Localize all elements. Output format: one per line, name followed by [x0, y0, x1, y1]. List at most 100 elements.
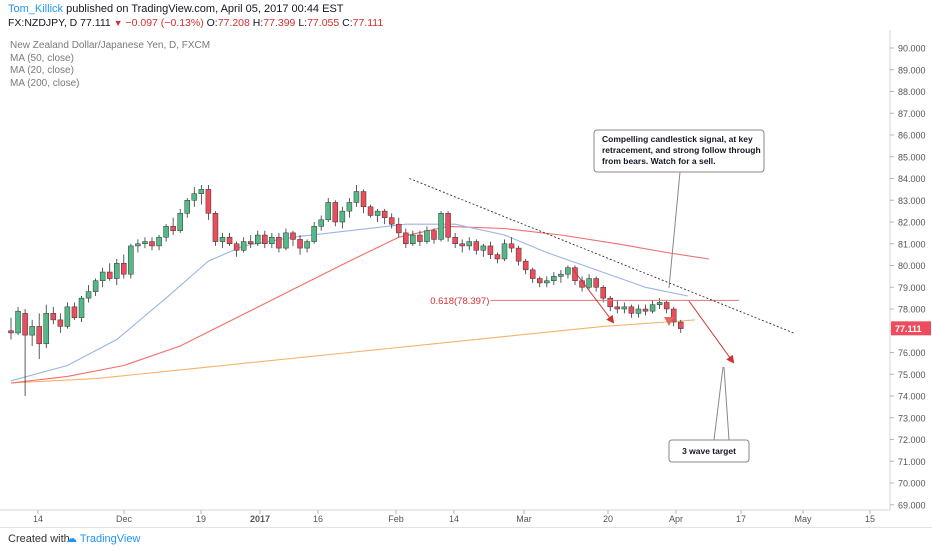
- wave-arrow[interactable]: [571, 267, 615, 324]
- candle-body: [353, 191, 360, 203]
- candle-body: [43, 313, 49, 345]
- candle-body: [106, 271, 113, 279]
- low-value: 77.055: [307, 17, 340, 29]
- candle-body: [276, 236, 282, 249]
- target-box[interactable]: [668, 439, 750, 463]
- candle-body: [593, 278, 599, 288]
- candle: [396, 217, 402, 238]
- ohlc-line: FX:NZDJPY, D 77.111 ▼ −0.097 (−0.13%) O:…: [8, 16, 383, 30]
- ma50-line: [10, 225, 709, 384]
- tradingview-logo[interactable]: ☁ TradingView: [66, 532, 140, 545]
- author-link[interactable]: Tom_Killick: [8, 3, 64, 15]
- candle-body: [255, 234, 261, 245]
- candle-body: [114, 263, 120, 279]
- candle-body: [57, 319, 64, 327]
- candle-body: [297, 239, 303, 249]
- x-tick-label: 17: [736, 514, 746, 524]
- candle-body: [311, 226, 317, 242]
- candle: [346, 198, 353, 218]
- candle-body: [600, 287, 606, 299]
- candle-body: [424, 230, 430, 242]
- candle: [670, 306, 677, 327]
- candle-body: [121, 263, 127, 275]
- fib-label: 0.618(78.397): [430, 296, 489, 307]
- x-tick-label: 16: [313, 514, 323, 524]
- candle-body: [635, 308, 642, 314]
- candle-body: [663, 302, 670, 310]
- candle-body: [290, 232, 296, 240]
- candle: [438, 211, 444, 242]
- candle-body: [551, 276, 557, 281]
- candle: [678, 319, 684, 333]
- candle-body: [198, 189, 205, 194]
- candle: [15, 306, 21, 336]
- legend-ma50[interactable]: MA (50, close): [10, 52, 74, 64]
- candle-body: [529, 269, 536, 279]
- candle: [85, 285, 92, 303]
- legend-ma20[interactable]: MA (20, close): [10, 65, 74, 76]
- candle-body: [219, 236, 226, 242]
- candle-body: [22, 313, 28, 336]
- candle-body: [71, 306, 78, 318]
- candle-body: [466, 241, 472, 247]
- candle-body: [670, 308, 677, 323]
- open-label: O:: [206, 17, 218, 29]
- projected-arrow[interactable]: [688, 300, 735, 364]
- candle: [269, 232, 275, 249]
- y-tick-label: 72.000: [898, 435, 926, 445]
- candle: [466, 237, 472, 251]
- candle-body: [586, 278, 592, 288]
- y-tick-label: 70.000: [898, 479, 926, 489]
- candle-body: [36, 326, 42, 345]
- publish-line: Tom_Killick published on TradingView.com…: [8, 2, 344, 16]
- candle: [283, 228, 289, 251]
- candle-body: [15, 310, 21, 334]
- candle: [607, 295, 613, 312]
- close-value: 77.111: [352, 17, 384, 29]
- candle: [43, 304, 49, 349]
- candle: [339, 206, 346, 229]
- y-tick-label: 89.000: [898, 65, 926, 75]
- chart-area[interactable]: 90.000 89.000 88.000 87.000 86.000 85.000 84.0…: [0, 30, 932, 527]
- candle: [219, 232, 226, 249]
- y-tick-label: 86.000: [898, 131, 926, 141]
- candle-body: [332, 202, 339, 223]
- trendline[interactable]: [409, 178, 794, 334]
- candle: [600, 285, 606, 303]
- candle: [163, 224, 169, 242]
- candle: [410, 230, 416, 246]
- candle: [374, 208, 381, 222]
- candle: [156, 235, 162, 251]
- candle: [353, 185, 360, 207]
- candle-body: [621, 306, 628, 310]
- candle: [177, 208, 183, 233]
- candle: [522, 258, 529, 275]
- candle: [332, 200, 339, 227]
- y-tick-label: 84.000: [898, 174, 926, 184]
- candle-body: [487, 245, 494, 255]
- candle: [276, 232, 282, 253]
- candle: [473, 239, 480, 255]
- candle-body: [410, 234, 416, 245]
- candle-body: [149, 241, 155, 247]
- callout-box[interactable]: [593, 129, 765, 173]
- candle-body: [607, 297, 613, 308]
- x-tick-label: Mar: [516, 514, 532, 524]
- y-tick-label: 71.000: [898, 457, 926, 467]
- candle-body: [558, 273, 564, 277]
- candle-body: [191, 193, 198, 201]
- candle: [290, 230, 296, 246]
- candle-body: [494, 254, 501, 260]
- candle: [22, 309, 28, 396]
- symbol-label[interactable]: FX:NZDJPY, D: [8, 17, 78, 29]
- candle-body: [135, 243, 141, 247]
- x-tick-label: 19: [196, 514, 206, 524]
- candle: [565, 265, 571, 279]
- candle: [233, 241, 240, 257]
- candle: [325, 198, 331, 222]
- published-text: published on TradingView.com, April 05, …: [66, 3, 344, 15]
- candle: [381, 208, 388, 225]
- legend-ma200[interactable]: MA (200, close): [10, 77, 80, 89]
- candle-body: [184, 200, 190, 214]
- x-tick-label: Dec: [116, 514, 133, 524]
